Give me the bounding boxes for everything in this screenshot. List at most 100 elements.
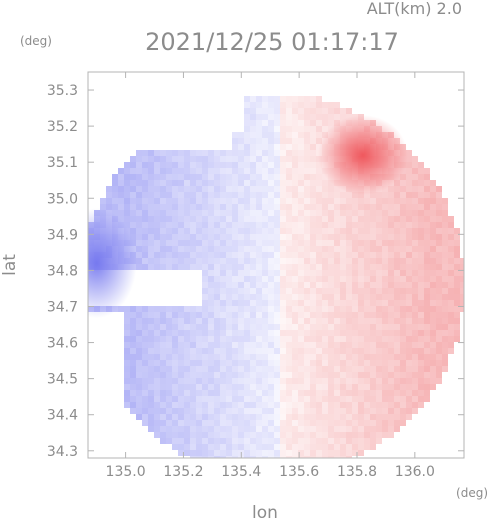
velocity-cell [214,240,220,246]
velocity-cell [364,336,370,342]
velocity-cell [172,330,178,336]
velocity-cell [400,204,406,210]
velocity-cell [256,456,262,458]
velocity-cell [292,174,298,180]
velocity-cell [280,264,286,270]
velocity-cell [250,348,256,354]
velocity-cell [202,438,208,444]
velocity-cell [298,318,304,324]
velocity-cell [286,366,292,372]
velocity-cell [382,264,388,270]
velocity-cell [364,372,370,378]
velocity-cell [292,204,298,210]
velocity-cell [262,246,268,252]
velocity-cell [412,312,418,318]
velocity-cell [154,354,160,360]
velocity-cell [304,324,310,330]
velocity-cell [274,240,280,246]
velocity-cell [376,438,382,444]
velocity-cell [394,312,400,318]
velocity-cell [280,258,286,264]
velocity-cell [436,294,442,300]
velocity-cell [250,168,256,174]
velocity-cell [406,150,412,156]
velocity-cell [454,264,460,270]
velocity-cell [142,252,148,258]
velocity-cell [436,252,442,258]
velocity-cell [142,234,148,240]
velocity-cell [226,222,232,228]
velocity-cell [178,174,184,180]
velocity-cell [136,324,142,330]
velocity-cell [382,420,388,426]
velocity-cell [418,270,424,276]
velocity-cell [148,216,154,222]
velocity-cell [430,252,436,258]
velocity-cell [184,342,190,348]
velocity-cell [424,228,430,234]
velocity-cell [382,372,388,378]
velocity-cell [250,210,256,216]
velocity-cell [358,222,364,228]
velocity-cell [268,426,274,432]
velocity-cell [136,354,142,360]
velocity-cell [250,132,256,138]
velocity-cell [172,348,178,354]
velocity-cell [208,174,214,180]
velocity-cell [262,354,268,360]
velocity-cell [262,408,268,414]
velocity-cell [250,384,256,390]
velocity-cell [274,420,280,426]
velocity-cell [256,258,262,264]
velocity-cell [178,396,184,402]
velocity-cell [214,348,220,354]
velocity-cell [148,336,154,342]
velocity-cell [430,204,436,210]
y-tick-label: 35.1 [47,155,78,171]
velocity-cell [142,306,148,312]
velocity-cell [154,312,160,318]
velocity-cell [112,180,118,186]
velocity-cell [424,312,430,318]
velocity-cell [244,450,250,456]
velocity-cell [436,318,442,324]
velocity-cell [274,294,280,300]
velocity-cell [232,426,238,432]
velocity-cell [268,258,274,264]
velocity-cell [268,186,274,192]
velocity-cell [340,228,346,234]
velocity-cell [172,414,178,420]
velocity-cell [208,438,214,444]
velocity-cell [202,294,208,300]
velocity-cell [358,258,364,264]
velocity-cell [256,204,262,210]
velocity-cell [304,348,310,354]
velocity-cell [262,204,268,210]
velocity-cell [340,204,346,210]
velocity-cell [280,216,286,222]
velocity-cell [244,114,250,120]
velocity-cell [394,216,400,222]
velocity-cell [142,342,148,348]
velocity-cell [406,312,412,318]
velocity-cell [334,312,340,318]
velocity-cell [310,228,316,234]
velocity-cell [100,198,106,204]
velocity-cell [256,330,262,336]
y-tick-label: 35.3 [47,83,78,99]
velocity-cell [160,348,166,354]
velocity-cell [160,192,166,198]
velocity-cell [256,276,262,282]
velocity-cell [172,384,178,390]
velocity-cell [202,372,208,378]
velocity-cell [316,204,322,210]
velocity-cell [232,432,238,438]
velocity-cell [382,312,388,318]
velocity-cell [316,138,322,144]
velocity-cell [352,276,358,282]
velocity-cell [310,126,316,132]
velocity-cell [358,294,364,300]
velocity-cell [244,288,250,294]
velocity-cell [418,162,424,168]
velocity-cell [244,228,250,234]
